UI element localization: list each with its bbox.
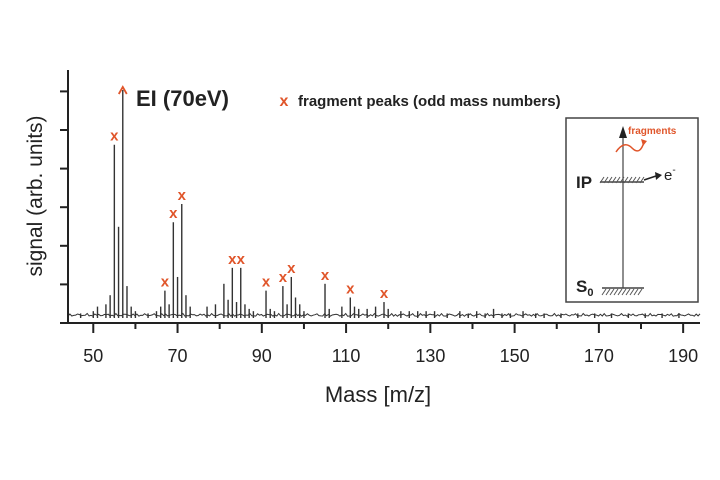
fragment-marker: x [169, 205, 178, 222]
y-axis-ticks [60, 90, 68, 324]
fragment-marker: x [110, 128, 119, 145]
hatch-line [603, 176, 609, 184]
x-tick-label: 130 [415, 346, 445, 366]
hatch-line [609, 288, 615, 296]
hatch-line [615, 176, 621, 184]
hatch-line [605, 288, 611, 296]
hatch-line [623, 176, 629, 184]
x-tick-label: 110 [332, 346, 361, 366]
fragment-marker: x [237, 251, 246, 268]
inset-fragment-arrowhead [641, 139, 647, 146]
hatch-line [611, 176, 617, 184]
x-axis-ticks: 50 70 90 110 130 150 170 190 [83, 323, 698, 366]
x-tick-label: 70 [168, 346, 188, 366]
inset-ip-label: IP [576, 173, 592, 192]
inset-ground-label: S0 [576, 277, 593, 299]
inset-diagram: fragments IP e- S0 [565, 117, 699, 303]
hatch-line [617, 288, 623, 296]
x-tick-label: 150 [500, 346, 530, 366]
hatch-line [639, 176, 645, 184]
y-axis-label: signal (arb. units) [24, 115, 47, 276]
hatch-line [621, 288, 627, 296]
x-axis-label: Mass [m/z] [325, 382, 431, 407]
x-tick-label: 90 [252, 346, 272, 366]
hatch-line [633, 288, 639, 296]
inset-fragment-arrow [615, 141, 645, 153]
fragment-marker: x [321, 267, 330, 284]
fragment-marker: x [380, 285, 389, 302]
hatch-line [637, 288, 643, 296]
fragment-marker: x [346, 280, 355, 297]
x-tick-label: 190 [668, 346, 698, 366]
inset-frame [565, 117, 699, 303]
inset-electron-label: e- [664, 165, 676, 184]
fragment-marker: x [228, 251, 237, 268]
legend-marker: x [280, 93, 289, 110]
hatch-line [599, 176, 605, 184]
inset-electron-arrowhead [655, 172, 662, 180]
hatch-line [625, 288, 631, 296]
hatch-line [635, 176, 641, 184]
hatch-line [619, 176, 625, 184]
fragment-marker: x [178, 187, 187, 204]
inset-electron-arrow [643, 175, 657, 181]
legend-label: fragment peaks (odd mass numbers) [298, 93, 561, 110]
hatch-line [607, 176, 613, 184]
fragment-marker: x [279, 269, 288, 286]
hatch-line [631, 176, 637, 184]
hatch-line [629, 288, 635, 296]
inset-ground-hatch [601, 288, 643, 296]
top-peak-arrow [117, 85, 128, 95]
fragment-marker: x [287, 260, 296, 277]
spectrum-peaks [79, 90, 680, 318]
hatch-line [627, 176, 633, 184]
inset-up-arrow [619, 126, 627, 138]
fragment-marker: x [262, 274, 271, 291]
x-tick-label: 170 [584, 346, 614, 366]
x-tick-label: 50 [83, 346, 103, 366]
hatch-line [613, 288, 619, 296]
hatch-line [601, 288, 607, 296]
fragment-marker: x [161, 274, 170, 291]
inset-fragments-label: fragments [628, 126, 677, 137]
inset-ip-hatch [599, 176, 645, 184]
chart-title: EI (70eV) [136, 86, 229, 111]
